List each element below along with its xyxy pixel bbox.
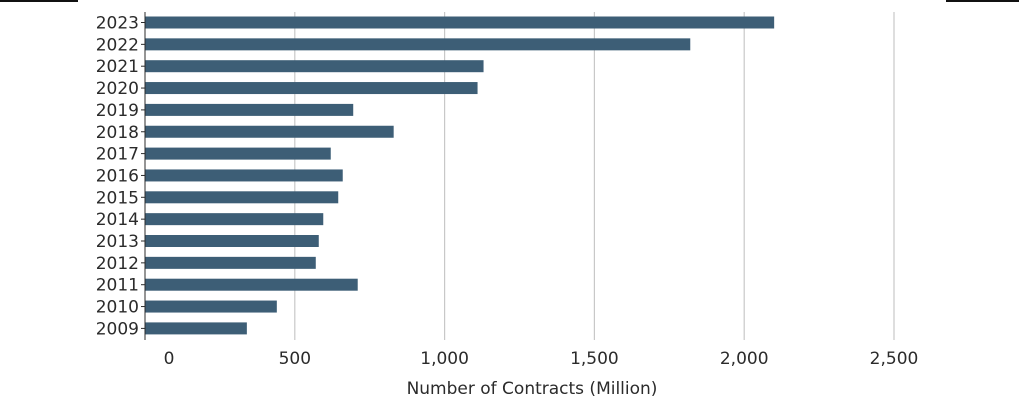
bar-2018: [145, 125, 394, 138]
bar-2013: [145, 235, 319, 247]
x-tick-label: 2,000: [720, 349, 769, 369]
bar-2015: [145, 191, 339, 204]
x-tick-label: 1,000: [420, 349, 469, 369]
y-tick-label-2019: 2019: [96, 101, 139, 121]
y-tick-label-2022: 2022: [96, 35, 139, 55]
x-tick-label: 1,500: [570, 349, 619, 369]
bar-2009: [145, 322, 247, 335]
x-axis-title: Number of Contracts (Million): [407, 379, 658, 399]
bar-2019: [145, 103, 354, 116]
x-tick-label: 2,500: [870, 349, 919, 369]
y-tick-label-2009: 2009: [96, 319, 139, 339]
y-tick-label-2013: 2013: [96, 232, 139, 252]
bar-2016: [145, 169, 343, 182]
x-tick-label: 500: [279, 349, 311, 369]
y-tick-label-2012: 2012: [96, 254, 139, 274]
bar-2023: [145, 16, 775, 29]
y-tick-label-2010: 2010: [96, 298, 139, 318]
top-right-rule: [946, 0, 1019, 2]
y-tick-label-2014: 2014: [96, 210, 139, 230]
bar-2010: [145, 300, 277, 313]
y-axis-tick-labels: 2023202220212020201920182017201620152014…: [96, 14, 139, 340]
y-tick-label-2017: 2017: [96, 145, 139, 165]
bars: [145, 16, 775, 335]
bar-2011: [145, 278, 358, 291]
x-tick-label: 0: [164, 349, 175, 369]
bar-2017: [145, 147, 331, 160]
bar-2021: [145, 60, 484, 73]
bar-2022: [145, 38, 691, 51]
y-tick-marks: [141, 22, 145, 329]
y-tick-label-2016: 2016: [96, 166, 139, 186]
y-tick-label-2020: 2020: [96, 79, 139, 99]
y-tick-label-2018: 2018: [96, 123, 139, 143]
y-tick-label-2011: 2011: [96, 276, 139, 296]
bar-2014: [145, 213, 324, 226]
y-tick-label-2023: 2023: [96, 14, 139, 34]
x-axis-tick-labels: 0 500 1,000 1,500 2,000 2,500: [164, 349, 919, 369]
top-left-rule: [0, 0, 78, 2]
bar-2020: [145, 82, 478, 95]
bar-2012: [145, 256, 316, 269]
y-tick-label-2021: 2021: [96, 57, 139, 77]
y-tick-label-2015: 2015: [96, 188, 139, 208]
